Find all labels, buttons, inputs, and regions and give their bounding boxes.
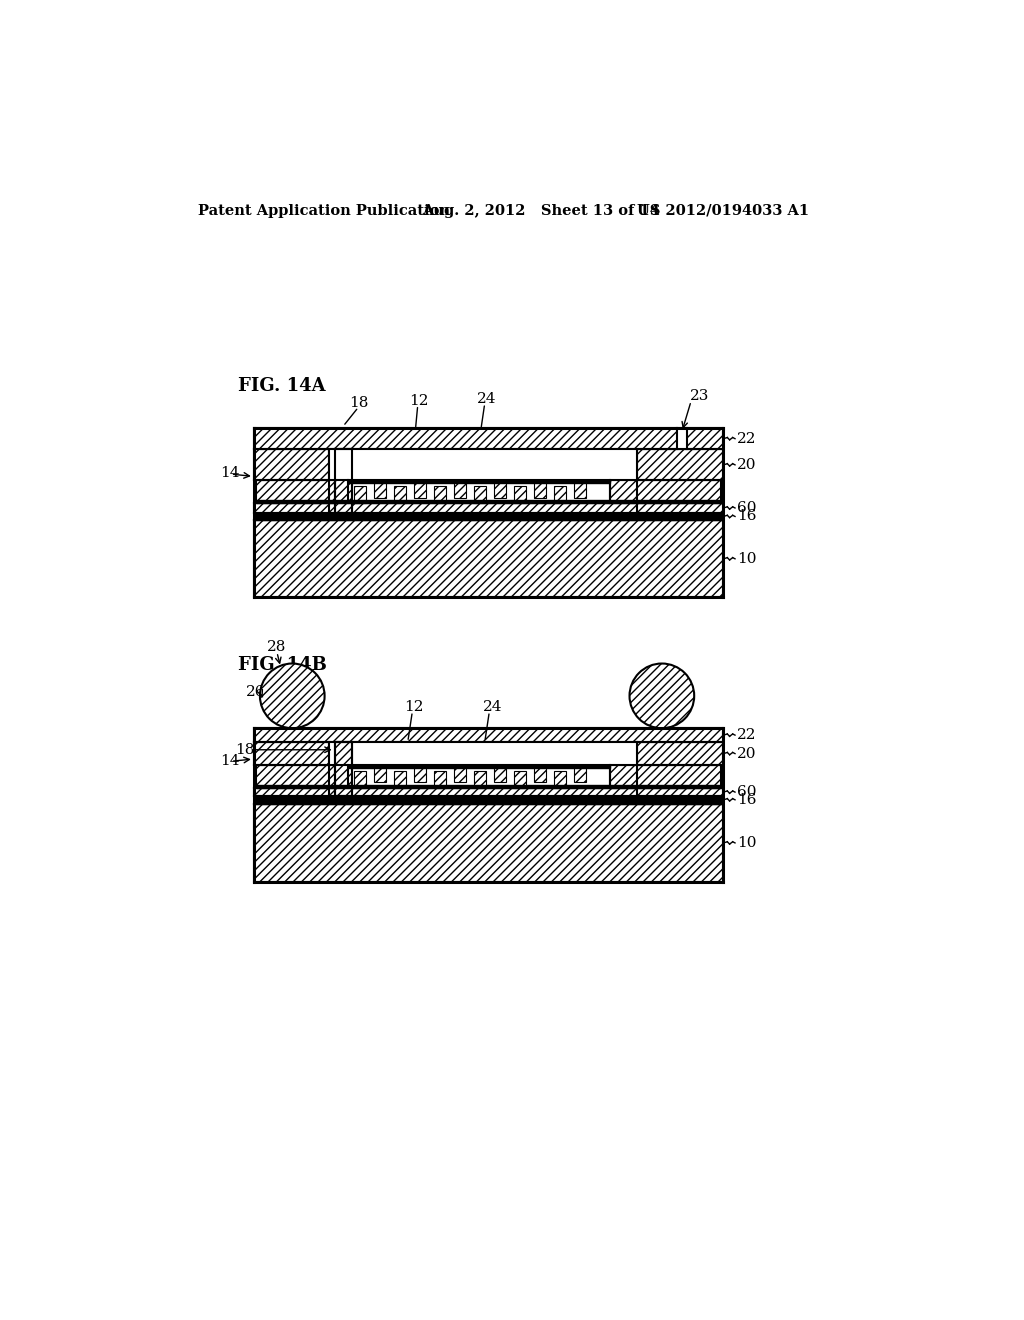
Bar [256, 766, 348, 788]
Bar [348, 480, 609, 483]
Text: 28: 28 [267, 640, 287, 653]
Bar [374, 480, 386, 498]
Text: 12: 12 [404, 700, 424, 714]
Text: 18: 18 [349, 396, 369, 411]
Text: 23: 23 [689, 388, 709, 403]
Bar [254, 503, 724, 512]
Bar [254, 428, 724, 449]
Bar [254, 804, 724, 882]
Text: 22: 22 [737, 729, 757, 742]
Text: 16: 16 [737, 510, 757, 524]
Bar [535, 766, 547, 783]
Bar [330, 742, 637, 766]
Text: 60: 60 [737, 502, 757, 515]
Text: 14: 14 [220, 466, 240, 479]
Bar [335, 450, 351, 512]
Text: 60: 60 [737, 785, 757, 799]
Bar [394, 486, 407, 503]
Text: 20: 20 [737, 458, 757, 471]
Text: 16: 16 [737, 793, 757, 807]
Bar [254, 742, 330, 766]
Bar [677, 428, 686, 449]
Bar [335, 742, 351, 796]
Bar [414, 766, 426, 783]
Bar [330, 449, 637, 480]
Circle shape [260, 664, 325, 729]
Bar [374, 766, 386, 783]
Bar [348, 766, 609, 768]
Bar [554, 486, 566, 503]
Bar [454, 480, 466, 498]
Bar [254, 520, 724, 598]
Text: 26: 26 [246, 685, 265, 700]
Bar [454, 766, 466, 783]
Bar [514, 486, 526, 503]
Text: FIG. 14B: FIG. 14B [239, 656, 328, 675]
Text: 24: 24 [482, 700, 502, 714]
Bar [609, 480, 721, 503]
Bar [474, 486, 486, 503]
Text: 12: 12 [410, 393, 429, 408]
Text: 20: 20 [737, 747, 757, 760]
Text: FIG. 14A: FIG. 14A [239, 376, 326, 395]
Bar [254, 512, 724, 520]
Bar [535, 480, 547, 498]
Text: 22: 22 [737, 432, 757, 446]
Bar [256, 500, 721, 503]
Bar [254, 788, 724, 796]
Bar [609, 766, 721, 788]
Text: Aug. 2, 2012   Sheet 13 of 14: Aug. 2, 2012 Sheet 13 of 14 [422, 203, 659, 218]
Bar [434, 486, 446, 503]
Bar [414, 480, 426, 498]
Bar [256, 480, 348, 503]
Text: 10: 10 [737, 836, 757, 850]
Bar [637, 742, 724, 766]
Bar [354, 771, 367, 788]
Bar [494, 480, 506, 498]
Bar [637, 449, 724, 480]
Bar [574, 480, 587, 498]
Bar [254, 796, 724, 804]
Text: 24: 24 [476, 392, 496, 407]
Bar [254, 729, 724, 742]
Text: Patent Application Publication: Patent Application Publication [199, 203, 451, 218]
Text: US 2012/0194033 A1: US 2012/0194033 A1 [637, 203, 809, 218]
Text: 10: 10 [737, 552, 757, 566]
Text: 18: 18 [234, 743, 254, 756]
Bar [254, 449, 330, 480]
Bar [514, 771, 526, 788]
Text: 14: 14 [220, 754, 240, 768]
Bar [256, 785, 721, 788]
Bar [354, 486, 367, 503]
Bar [554, 771, 566, 788]
Bar [494, 766, 506, 783]
Bar [434, 771, 446, 788]
Bar [394, 771, 407, 788]
Circle shape [630, 664, 694, 729]
Bar [574, 766, 587, 783]
Bar [474, 771, 486, 788]
